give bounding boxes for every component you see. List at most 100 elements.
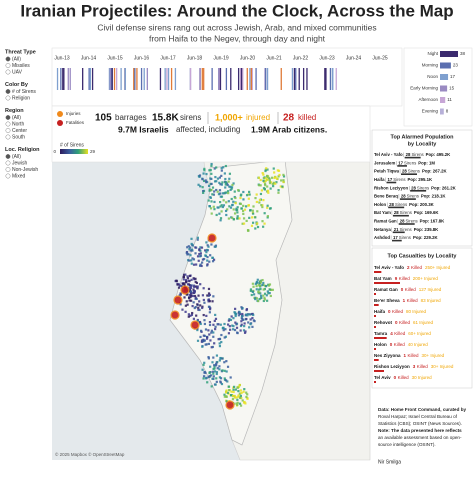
map-locality xyxy=(203,339,206,342)
siren-unit: Sirens xyxy=(417,185,429,190)
timeline-stripe xyxy=(111,68,113,90)
map-locality xyxy=(246,393,249,396)
radio[interactable] xyxy=(5,121,11,127)
map-locality xyxy=(268,207,272,210)
map-locality xyxy=(254,296,257,299)
filter-option[interactable]: South xyxy=(12,134,25,140)
radio[interactable] xyxy=(5,128,11,133)
map-locality xyxy=(215,188,218,192)
map-locality xyxy=(262,225,265,228)
timeline-stripe xyxy=(265,68,267,90)
filter-option[interactable]: (All) xyxy=(12,115,21,121)
radio[interactable] xyxy=(5,134,11,140)
map-locality xyxy=(266,206,269,209)
map-locality xyxy=(238,392,241,395)
map-locality xyxy=(248,190,251,193)
map-locality xyxy=(259,287,262,291)
map-locality xyxy=(214,175,217,179)
locality: Tel Aviv - Yafo xyxy=(374,265,404,270)
radio[interactable] xyxy=(5,63,11,68)
map-locality xyxy=(207,292,211,295)
map-locality xyxy=(197,308,200,311)
map-locality xyxy=(226,183,229,187)
injured: 250+ Injured xyxy=(425,265,451,270)
map-locality xyxy=(190,290,193,293)
map-locality xyxy=(229,206,233,209)
timeline-stripe xyxy=(218,68,221,90)
map-locality xyxy=(257,299,260,303)
map-locality xyxy=(206,294,209,297)
map-locality xyxy=(198,320,201,324)
filter-option[interactable]: # of Sirens xyxy=(12,89,36,95)
killed-bar xyxy=(374,381,376,383)
filter-option[interactable]: Jewish xyxy=(12,160,28,166)
map-locality xyxy=(238,217,241,220)
map-locality xyxy=(187,296,191,299)
filter-option[interactable]: (All) xyxy=(12,154,21,160)
filter-option[interactable]: UAV xyxy=(12,69,23,75)
map-locality xyxy=(211,193,214,196)
map-locality xyxy=(224,379,228,382)
footer-text: an available assessment based on open- xyxy=(378,435,462,440)
map-locality xyxy=(196,285,199,288)
radio[interactable] xyxy=(5,173,11,179)
map-locality xyxy=(212,335,215,338)
map-locality xyxy=(241,312,244,316)
siren-count: 28 xyxy=(389,202,394,207)
kpi-text: 105 xyxy=(95,113,112,124)
map-locality xyxy=(190,248,194,251)
siren-unit: Sirens xyxy=(407,194,419,199)
filter-option[interactable]: Non-Jewish xyxy=(12,167,38,173)
map-locality xyxy=(239,396,242,399)
filter-option[interactable]: Mixed xyxy=(12,173,26,179)
radio[interactable] xyxy=(5,56,11,62)
map-locality xyxy=(246,314,249,317)
map-locality xyxy=(190,262,193,265)
siren-count: 28 xyxy=(400,219,405,224)
map-locality xyxy=(194,285,198,288)
map-locality xyxy=(209,365,212,368)
filter-option[interactable]: Center xyxy=(12,128,27,134)
radio[interactable] xyxy=(5,154,11,159)
casualties-panel xyxy=(371,247,473,389)
map-locality xyxy=(242,209,245,213)
timeline-stripe xyxy=(199,68,201,90)
radio[interactable] xyxy=(5,160,11,166)
radio[interactable] xyxy=(5,115,11,120)
map-locality xyxy=(222,326,225,329)
filter-option[interactable]: (All) xyxy=(12,56,21,62)
map-locality xyxy=(239,202,242,205)
map-locality xyxy=(227,319,230,322)
population: Pop: 495.2K xyxy=(426,152,451,157)
timeline-stripe xyxy=(225,68,228,90)
siren-count: 28 xyxy=(401,194,406,199)
map-locality xyxy=(182,273,186,276)
map-locality xyxy=(254,297,257,301)
map-locality xyxy=(234,196,237,200)
map-locality xyxy=(233,394,236,398)
radio[interactable] xyxy=(5,167,11,172)
filter-option[interactable]: Missiles xyxy=(12,63,30,69)
map-locality xyxy=(228,185,231,188)
map-locality xyxy=(191,257,194,260)
killed-count: 9 xyxy=(395,276,398,281)
map-locality xyxy=(187,245,190,248)
map-locality xyxy=(256,278,259,281)
radio[interactable] xyxy=(5,69,11,75)
filter-option[interactable]: Religion xyxy=(12,95,30,101)
radio[interactable] xyxy=(5,95,11,101)
filter-option[interactable]: North xyxy=(12,121,24,127)
map-locality xyxy=(204,328,208,331)
timeline-stripe xyxy=(302,68,305,90)
map-locality xyxy=(177,286,181,289)
map-locality xyxy=(242,401,246,404)
map-locality xyxy=(178,284,182,287)
tod-bar xyxy=(440,97,446,103)
locality: Ashdod xyxy=(374,235,390,240)
tod-bar xyxy=(440,108,444,115)
map-locality xyxy=(211,256,214,259)
map-locality xyxy=(236,401,239,404)
map-locality xyxy=(210,331,213,334)
radio[interactable] xyxy=(5,89,11,94)
map-locality xyxy=(215,363,218,366)
